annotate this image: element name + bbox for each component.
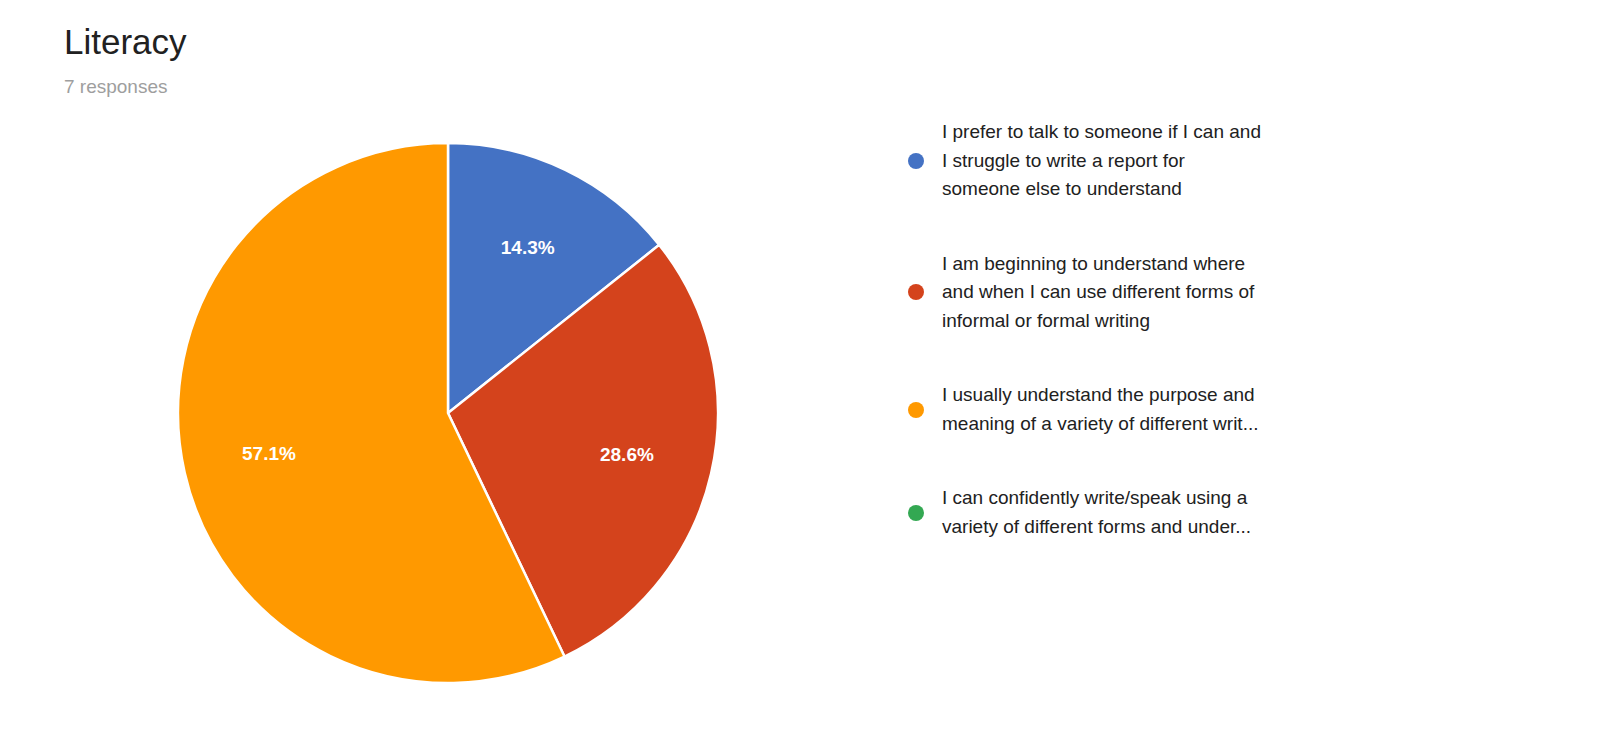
html-text:I prefer to talk to someone if: I prefer to talk to someone if I can and… xyxy=(942,121,1261,199)
html-text:I am beginning to understand w: I am beginning to understand where and w… xyxy=(942,252,1255,331)
html-text:I usually understand the purpo: I usually understand the purpose and mea… xyxy=(942,384,1259,434)
html-text:7 responses: 7 responses xyxy=(64,76,168,97)
html-text:Literacy: Literacy xyxy=(64,22,187,61)
html-text:I can confidently write/speak: I can confidently write/speak using a va… xyxy=(942,487,1252,537)
svg-text:57.1%: 57.1% xyxy=(242,443,296,464)
svg-text:14.3%: 14.3% xyxy=(501,237,555,258)
svg-text:28.6%: 28.6% xyxy=(600,444,654,465)
